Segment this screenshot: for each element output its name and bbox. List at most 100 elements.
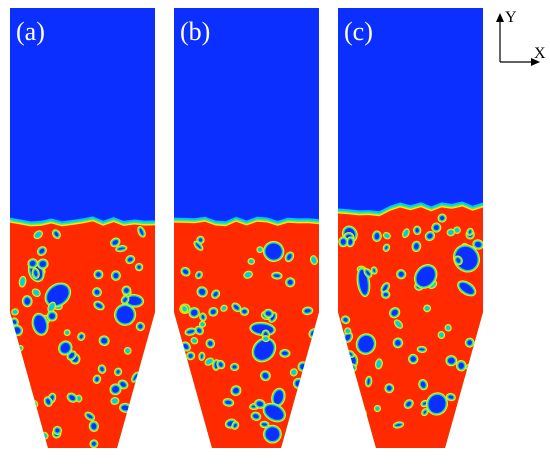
panel-label: (b) <box>180 17 210 46</box>
gas-bubble <box>285 277 296 288</box>
gas-bubble <box>216 359 226 370</box>
gas-bubble <box>413 264 438 289</box>
gas-bubble <box>180 396 193 406</box>
gas-bubble <box>418 379 429 391</box>
gas-bubble <box>186 351 196 361</box>
gas-bubble <box>120 295 130 305</box>
gas-bubble <box>44 282 72 308</box>
gas-bubble <box>93 300 105 311</box>
gas-bubble <box>208 307 219 317</box>
gas-bubble <box>256 246 264 254</box>
gas-bubble <box>121 440 129 448</box>
gas-bubble <box>243 270 253 279</box>
gas-bubble <box>468 438 480 448</box>
gas-bubble <box>177 378 187 388</box>
gas-bubble <box>18 275 27 288</box>
gas-bubble <box>364 375 373 388</box>
gas-bubble <box>453 244 481 273</box>
coordinate-axes: Y X <box>496 9 546 66</box>
gas-bubble <box>36 246 47 257</box>
gas-bubble <box>445 392 456 402</box>
gas-bubble <box>16 428 29 440</box>
gas-bubble <box>254 398 266 409</box>
y-axis-label: Y <box>505 9 517 26</box>
gas-bubble <box>339 427 353 435</box>
gas-bubble <box>392 337 404 349</box>
gas-bubble <box>338 236 349 248</box>
gas-bubble <box>466 405 478 417</box>
gas-bubble <box>174 379 193 396</box>
gas-bubble <box>403 399 414 409</box>
gas-bubble <box>444 324 452 332</box>
gas-bubble <box>271 387 286 407</box>
gas-bubble <box>381 290 391 299</box>
gas-bubble <box>180 266 191 277</box>
gas-bubble <box>239 307 250 316</box>
gas-bubble <box>355 333 377 355</box>
gas-bubble <box>392 421 405 429</box>
gas-bubble <box>131 371 140 383</box>
gas-bubble <box>396 269 407 280</box>
gas-bubble <box>52 425 63 436</box>
x-axis-label: X <box>534 45 546 62</box>
gas-bubble <box>137 226 146 238</box>
panel-1: (a) <box>10 8 155 448</box>
gas-bubble <box>37 258 49 270</box>
gas-bubble <box>380 282 391 294</box>
gas-bubble <box>190 337 199 345</box>
gas-bubble <box>47 301 56 313</box>
gas-bubble <box>229 362 240 372</box>
gas-bubble <box>231 302 242 313</box>
gas-bubble <box>33 230 43 240</box>
gas-bubble <box>110 270 121 281</box>
gas-bubble <box>302 429 312 438</box>
gas-bubble <box>424 230 436 242</box>
gas-bubble <box>259 420 270 429</box>
gas-bubble <box>431 222 442 233</box>
gas-bubble <box>135 321 145 332</box>
gas-bubble <box>457 280 477 297</box>
gas-bubble <box>77 332 86 341</box>
gas-bubble <box>363 268 373 278</box>
gas-bubble <box>109 237 121 248</box>
gas-bubble <box>88 420 99 432</box>
gas-bubble <box>231 421 240 430</box>
gas-bubble <box>463 420 474 429</box>
gas-bubble <box>66 392 78 403</box>
gas-bubble <box>92 287 102 298</box>
gas-bubble <box>180 341 191 352</box>
gas-bubble <box>466 227 474 236</box>
gas-bubble <box>464 337 475 348</box>
gas-bubble <box>198 320 207 328</box>
panel-3: (c) <box>338 8 483 448</box>
gas-bubble <box>259 370 271 382</box>
panel-label: (c) <box>344 17 373 46</box>
gas-bubble <box>84 411 96 421</box>
gas-bubble <box>340 315 351 325</box>
gas-bubble <box>97 364 107 374</box>
solid-region <box>338 206 483 448</box>
gas-bubble <box>137 395 148 405</box>
gas-bubble <box>393 319 404 329</box>
gas-bubble <box>271 271 283 280</box>
gas-bubble <box>114 367 123 377</box>
gas-bubble <box>261 335 270 343</box>
gas-bubble <box>402 228 410 239</box>
panels-group: (a) (b) (c) <box>10 8 483 448</box>
gas-bubble <box>134 416 144 425</box>
gas-bubble <box>344 327 352 335</box>
gas-bubble <box>351 409 364 419</box>
gas-bubble <box>92 374 102 384</box>
gas-bubble <box>98 335 110 347</box>
gas-bubble <box>437 213 447 223</box>
gas-bubble <box>109 383 122 396</box>
gas-bubble <box>198 351 206 361</box>
gas-bubble <box>196 286 208 298</box>
gas-bubble <box>407 353 419 365</box>
gas-bubble <box>194 325 204 336</box>
gas-bubble <box>43 396 53 407</box>
gas-bubble <box>251 337 277 363</box>
gas-bubble <box>262 402 286 423</box>
gas-bubble <box>51 229 61 239</box>
gas-bubble <box>178 416 189 428</box>
